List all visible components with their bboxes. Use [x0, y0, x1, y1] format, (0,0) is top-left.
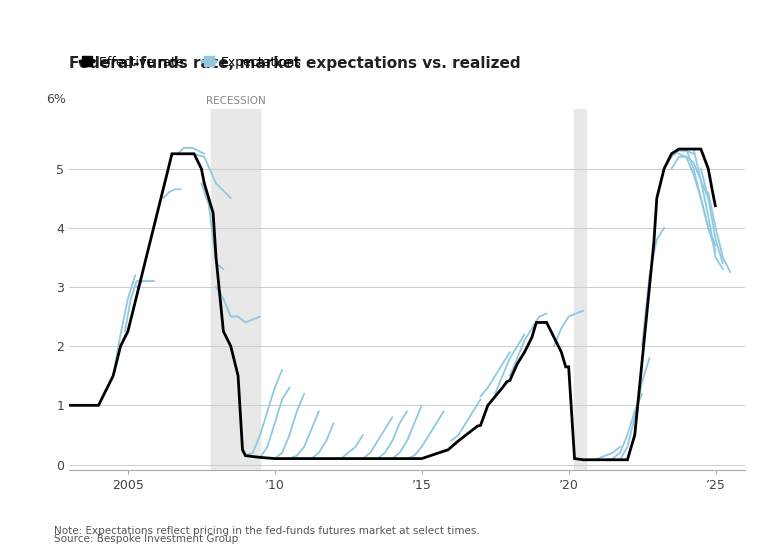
- Bar: [211, 109, 260, 470]
- Legend: Effective rate, Expectations: Effective rate, Expectations: [75, 51, 307, 74]
- Text: 6%: 6%: [46, 93, 66, 106]
- Text: RECESSION: RECESSION: [206, 96, 266, 106]
- Bar: [574, 109, 586, 470]
- Text: Federal-funds rate, market expectations vs. realized: Federal-funds rate, market expectations …: [69, 56, 521, 71]
- Text: Note: Expectations reflect pricing in the fed-funds futures market at select tim: Note: Expectations reflect pricing in th…: [54, 526, 479, 536]
- Text: Source: Bespoke Investment Group: Source: Bespoke Investment Group: [54, 534, 238, 544]
